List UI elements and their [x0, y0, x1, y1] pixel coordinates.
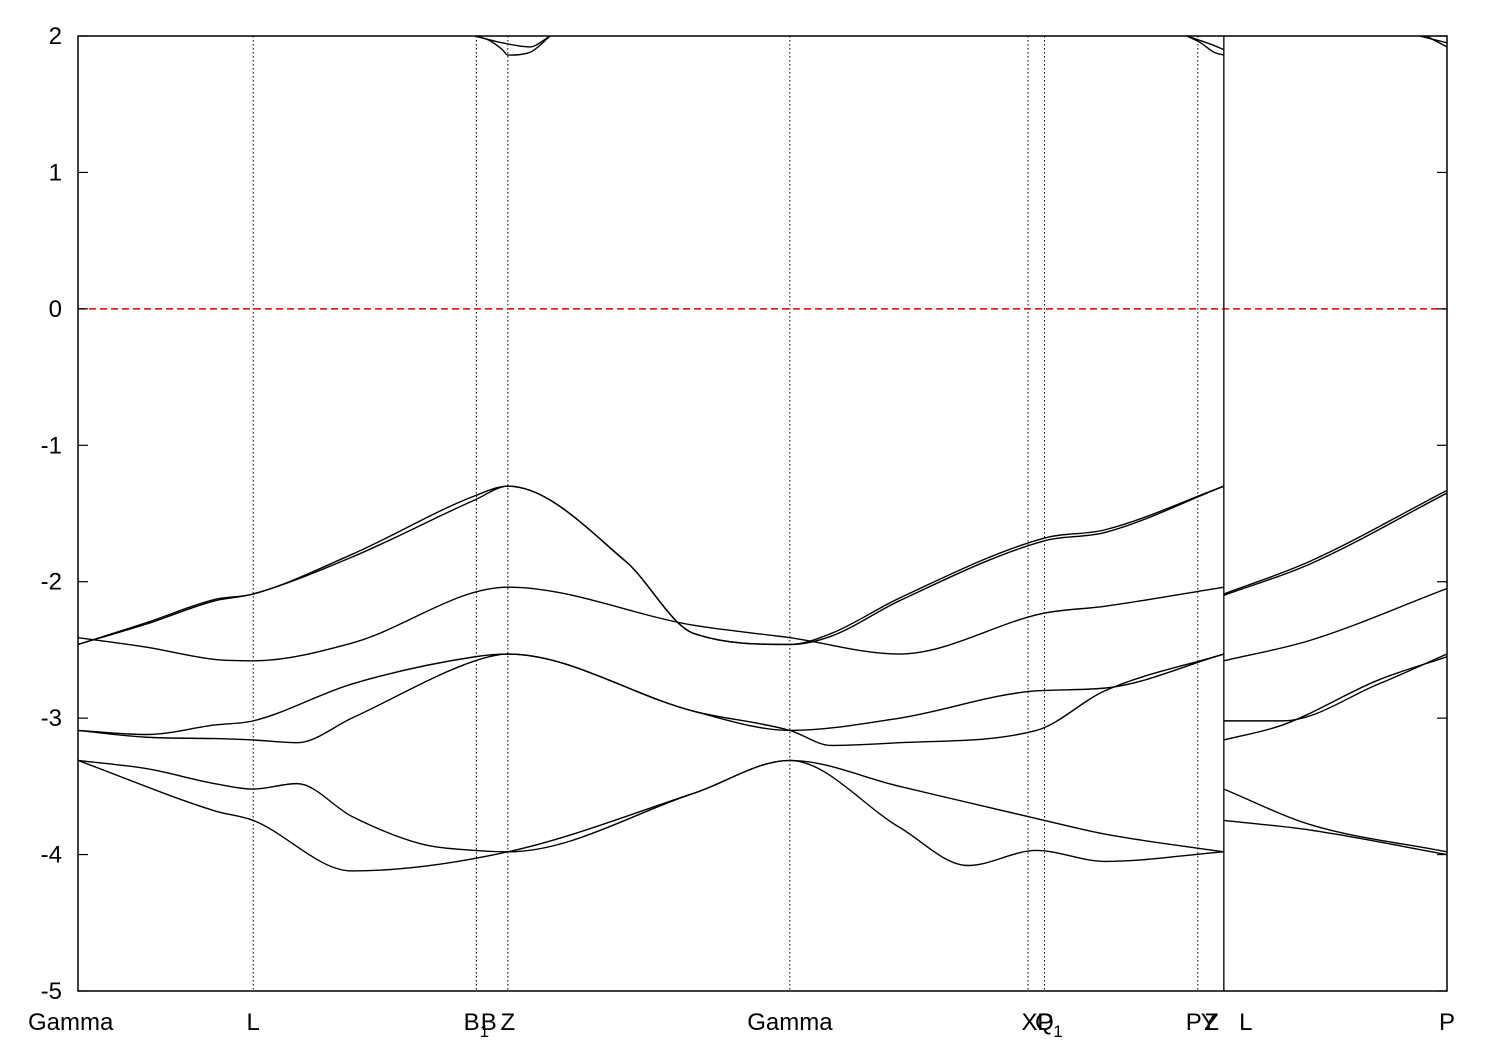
band-line-19 [1419, 36, 1447, 44]
kpoint-labels: Gamma L B1B Z Gamma X P1Q P ZY L P [28, 1009, 1455, 1041]
band-line-18 [1426, 36, 1447, 48]
band-line-11 [1223, 587, 1447, 662]
kpoint-label-5: Gamma [747, 1009, 833, 1036]
kpoint-label-9: P [1186, 1009, 1202, 1036]
high-symmetry-lines [252, 36, 1225, 991]
kpoint-label-4: Z [501, 1009, 516, 1036]
y-tick-label: 0 [49, 296, 62, 323]
band-line-9 [1223, 656, 1447, 741]
band-line-13 [1223, 492, 1447, 597]
kpoint-label-10: Z [1204, 1009, 1219, 1036]
band-line-2 [78, 653, 1225, 747]
band-line-3 [78, 653, 1225, 736]
kpoint-label-12: L [1239, 1009, 1252, 1036]
y-tick-label: 2 [49, 23, 62, 50]
band-line-5 [78, 485, 1225, 646]
band-line-17 [1186, 36, 1225, 51]
y-tick-label: 1 [49, 159, 62, 186]
band-line-0 [78, 759, 1224, 872]
kpoint-label-0: Gamma [28, 1009, 114, 1036]
y-axis-ticks: 2 1 0 -1 -2 -3 -4 -5 [41, 23, 1447, 1005]
kpoint-label-3: B [481, 1009, 497, 1036]
band-line-6 [78, 485, 1225, 646]
band-line-12 [1223, 489, 1447, 595]
bands-group [78, 36, 1447, 872]
band-line-8 [1223, 788, 1447, 853]
kpoint-label-13: P [1439, 1009, 1455, 1036]
band-line-16 [1186, 36, 1225, 56]
kpoint-label-2: B1 [464, 1009, 489, 1041]
kpoint-label-11: Y [1201, 1009, 1217, 1036]
kpoint-label-7: P1 [1037, 1009, 1062, 1041]
y-tick-label: -2 [41, 569, 62, 596]
plot-frame [77, 35, 1448, 992]
plot-frame-group [77, 35, 1448, 992]
y-tick-label: -4 [41, 842, 62, 869]
band-line-7 [1223, 819, 1447, 856]
kpoint-label-8: Q [1035, 1009, 1054, 1036]
band-line-15 [474, 36, 551, 48]
y-tick-label: -3 [41, 705, 62, 732]
band-line-1 [78, 759, 1224, 867]
band-line-4 [78, 586, 1224, 662]
kpoint-label-1: L [247, 1009, 260, 1036]
band-line-10 [1223, 653, 1447, 722]
y-tick-label: -1 [41, 432, 62, 459]
y-tick-label: -5 [41, 978, 62, 1005]
kpoint-label-6: X [1021, 1009, 1037, 1036]
